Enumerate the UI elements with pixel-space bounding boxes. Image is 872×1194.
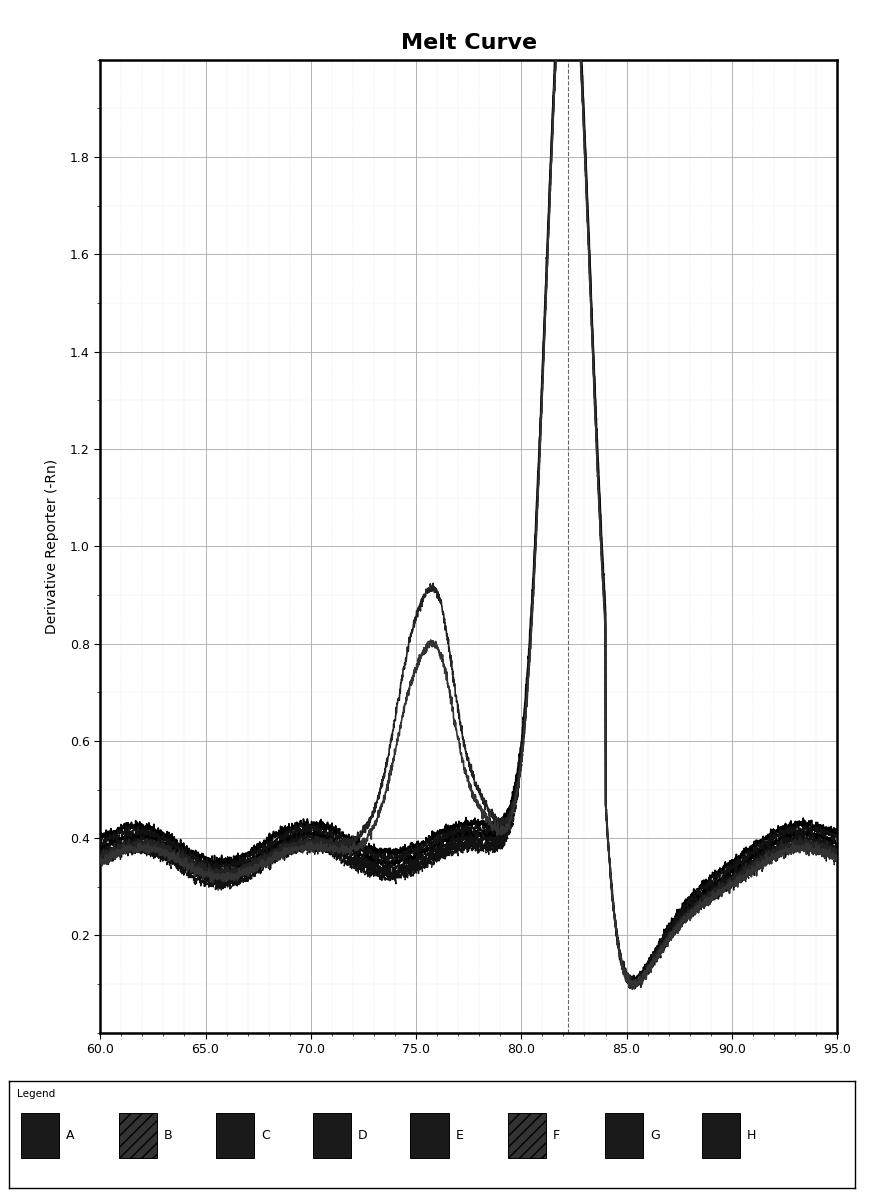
- Bar: [313, 1113, 351, 1158]
- Y-axis label: Derivative Reporter (-Rn): Derivative Reporter (-Rn): [44, 458, 58, 634]
- Bar: [702, 1113, 740, 1158]
- Bar: [216, 1113, 254, 1158]
- Text: H: H: [747, 1128, 757, 1141]
- Text: C: C: [261, 1128, 269, 1141]
- Text: E: E: [455, 1128, 463, 1141]
- Bar: [508, 1113, 546, 1158]
- X-axis label: Temperature (°C): Temperature (°C): [403, 1082, 535, 1096]
- Title: Melt Curve: Melt Curve: [400, 32, 537, 53]
- Bar: [119, 1113, 157, 1158]
- Bar: [605, 1113, 644, 1158]
- Text: B: B: [164, 1128, 172, 1141]
- Text: Legend: Legend: [17, 1089, 56, 1100]
- Bar: [22, 1113, 59, 1158]
- Text: Tm: 82.22: Tm: 82.22: [536, 1130, 600, 1143]
- Text: F: F: [553, 1128, 560, 1141]
- Text: A: A: [66, 1128, 75, 1141]
- Text: D: D: [358, 1128, 368, 1141]
- Text: G: G: [650, 1128, 659, 1141]
- Bar: [411, 1113, 448, 1158]
